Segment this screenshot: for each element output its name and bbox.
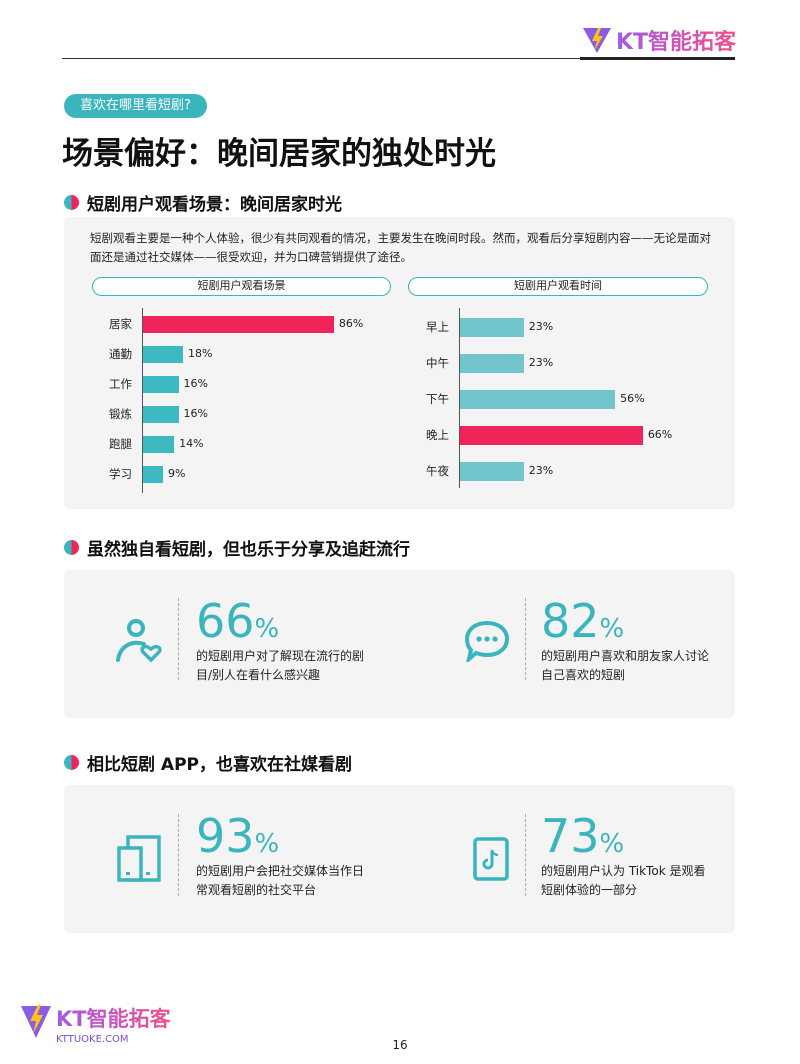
bar — [143, 315, 334, 333]
stat-number: 82 — [541, 594, 600, 648]
bar — [460, 461, 524, 481]
data-label: 16% — [183, 377, 208, 390]
stat-desc: 的短剧用户喜欢和朋友家人讨论自己喜欢的短剧 — [541, 649, 710, 682]
category-label: 午夜 — [426, 464, 449, 478]
bar — [460, 389, 616, 409]
stat-desc: 的短剧用户认为 TikTok 是观看短剧体验的一部分 — [541, 864, 706, 897]
devices-icon — [117, 835, 161, 882]
stat-number: 66 — [196, 594, 255, 648]
bullet-icon — [64, 195, 79, 210]
data-label: 16% — [183, 407, 208, 420]
bullet-icon — [64, 540, 79, 555]
stat-82: 82% — [541, 598, 624, 652]
stat-desc: 的短剧用户会把社交媒体当作日常观看短剧的社交平台 — [196, 864, 365, 897]
data-label: 9% — [167, 467, 186, 480]
category-label: 通勤 — [109, 347, 132, 361]
person-heart-icon — [116, 619, 162, 663]
section-heading-text: 短剧用户观看场景：晚间居家时光 — [87, 195, 342, 215]
footer-domain: KTTUOKE.COM — [56, 1034, 129, 1045]
section-heading-3: 相比短剧 APP，也喜欢在社媒看剧 — [64, 750, 352, 775]
category-label: 锻炼 — [109, 407, 132, 421]
data-label: 86% — [338, 317, 364, 330]
stat-66: 66% — [196, 598, 279, 652]
chart-title-scene: 短剧用户观看场景 — [92, 277, 391, 296]
stat-73: 73% — [541, 813, 624, 867]
category-label: 中午 — [426, 356, 449, 370]
stat-93: 93% — [196, 813, 279, 867]
section-heading-2: 虽然独自看短剧，但也乐于分享及追赶流行 — [64, 535, 410, 560]
bar — [143, 375, 179, 393]
bar — [143, 465, 163, 483]
divider — [525, 598, 526, 680]
data-label: 56% — [620, 392, 645, 405]
header-divider-accent — [580, 57, 735, 60]
scene-card — [64, 217, 735, 509]
logo-bolt-icon — [583, 28, 611, 53]
stat-desc: 的短剧用户对了解现在流行的剧目/别人在看什么感兴趣 — [196, 649, 365, 682]
category-label: 居家 — [109, 317, 132, 331]
data-label: 14% — [179, 437, 204, 450]
category-label: 工作 — [109, 377, 132, 391]
footer-logo-text: KT智能拓客 — [56, 1003, 171, 1033]
category-label: 下午 — [426, 392, 449, 406]
topic-tag: 喜欢在哪里看短剧? — [64, 94, 207, 118]
data-label: 23% — [528, 320, 554, 333]
data-label: 66% — [647, 428, 673, 441]
bar — [460, 425, 643, 445]
section-heading-text: 虽然独自看短剧，但也乐于分享及追赶流行 — [87, 540, 410, 560]
category-label: 跑腿 — [109, 437, 132, 451]
header-logo: KT智能拓客 — [582, 24, 736, 56]
bar — [143, 345, 183, 363]
logo-bolt-icon — [21, 1005, 51, 1038]
page-number: 16 — [392, 1038, 408, 1052]
stat-number: 73 — [541, 809, 600, 863]
chat-bubble-icon — [464, 620, 510, 662]
stat-unit: % — [599, 829, 625, 859]
category-label: 早上 — [426, 320, 449, 334]
share-card — [64, 570, 735, 718]
chart-axis — [459, 308, 460, 488]
intro-paragraph: 短剧观看主要是一种个人体验，很少有共同观看的情况，主要发生在晚间时段。然而，观看… — [90, 231, 711, 264]
bar — [143, 435, 175, 453]
stat-unit: % — [599, 614, 625, 644]
footer-logo: KT智能拓客 KTTUOKE.COM — [20, 1003, 171, 1045]
stat-unit: % — [254, 829, 280, 859]
section-heading-text: 相比短剧 APP，也喜欢在社媒看剧 — [87, 755, 352, 775]
stat-number: 93 — [196, 809, 255, 863]
bar — [143, 405, 179, 423]
logo-text: KT智能拓客 — [616, 30, 737, 55]
bullet-icon — [64, 755, 79, 770]
page-title: 场景偏好：晚间居家的独处时光 — [62, 136, 496, 172]
divider — [178, 598, 179, 680]
divider — [525, 814, 526, 896]
divider — [178, 814, 179, 896]
chart-title-time: 短剧用户观看时间 — [408, 277, 708, 296]
bar — [460, 317, 524, 337]
data-label: 18% — [187, 347, 213, 360]
data-label: 23% — [528, 356, 554, 369]
stat-unit: % — [254, 614, 280, 644]
bar — [460, 353, 524, 373]
social-card — [64, 785, 735, 933]
category-label: 学习 — [109, 467, 132, 481]
data-label: 23% — [528, 464, 554, 477]
category-label: 晚上 — [426, 428, 449, 442]
chart-axis — [142, 308, 143, 493]
section-heading-1: 短剧用户观看场景：晚间居家时光 — [64, 190, 342, 215]
tiktok-icon — [473, 837, 509, 881]
header-divider — [62, 58, 735, 59]
